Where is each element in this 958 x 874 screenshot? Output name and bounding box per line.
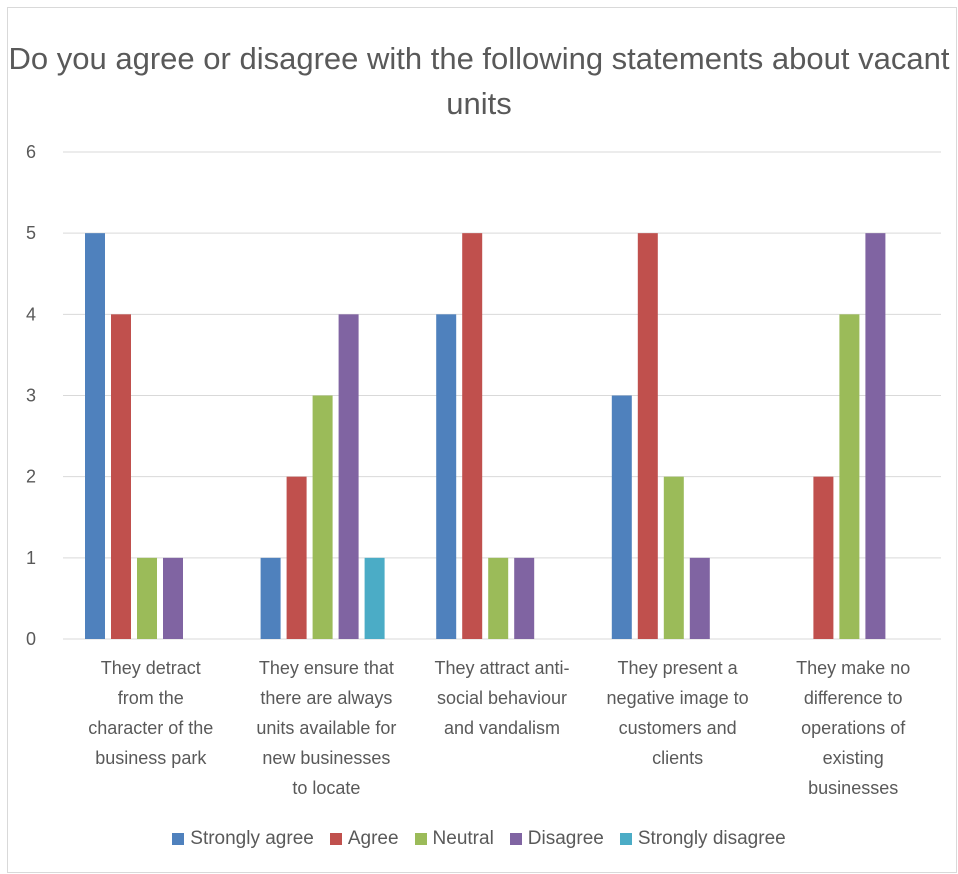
bar-disagree-3 [689, 557, 710, 639]
legend-item: Strongly agree [172, 828, 314, 850]
bar-disagree-0 [163, 557, 183, 639]
legend-label: Strongly agree [190, 828, 314, 849]
y-tick-label: 4 [26, 304, 36, 324]
bar-neutral-2 [488, 557, 509, 639]
bar-agree-2 [462, 233, 483, 639]
category-label: They ensure that there are always units av… [256, 658, 396, 798]
legend-item: Neutral [414, 828, 494, 850]
bars [85, 233, 886, 639]
bar-disagree-4 [865, 233, 886, 639]
bar-strongly-agree-2 [436, 314, 457, 639]
legend-label: Disagree [527, 828, 604, 849]
legend-swatch [172, 833, 185, 845]
bar-neutral-4 [839, 314, 860, 639]
legend-swatch [414, 833, 427, 845]
y-tick-label: 2 [26, 467, 36, 487]
legend-item: Strongly disagree [619, 828, 786, 850]
legend-item: Agree [329, 828, 399, 850]
y-tick-label: 6 [26, 142, 36, 162]
legend-item: Disagree [509, 828, 604, 850]
bar-strongly-agree-1 [260, 557, 281, 639]
bar-neutral-0 [137, 557, 157, 639]
bar-agree-1 [286, 476, 307, 639]
bar-agree-3 [637, 233, 658, 639]
y-axis-ticks: 0 1 2 3 4 5 6 [26, 142, 36, 649]
legend-swatch [329, 833, 342, 845]
bar-neutral-3 [663, 476, 684, 639]
bar-strongly-disagree-1 [364, 557, 385, 639]
bar-strongly-agree-3 [611, 395, 632, 639]
legend-label: Agree [347, 828, 399, 849]
category-label: They attract anti-social behaviour and va… [434, 658, 569, 738]
category-label: They make no difference to operations of ex… [796, 658, 910, 798]
bar-strongly-agree-0 [85, 233, 105, 639]
legend: Strongly agree Agree Neutral Disagree Strong… [0, 828, 958, 850]
legend-label: Strongly disagree [637, 828, 786, 849]
bar-disagree-1 [338, 314, 359, 639]
chart-title-text: Do you agree or disagree with the follow… [8, 41, 950, 121]
legend-swatch [619, 833, 632, 845]
y-tick-label: 3 [26, 386, 36, 406]
bar-agree-4 [813, 476, 834, 639]
bar-disagree-2 [514, 557, 535, 639]
gridlines [63, 151, 941, 640]
legend-swatch [509, 833, 522, 845]
bar-neutral-1 [312, 395, 333, 639]
category-label: They present a negative image to customers… [607, 658, 749, 768]
chart-title: Do you agree or disagree with the follow… [0, 36, 958, 126]
y-tick-label: 5 [26, 223, 36, 243]
category-label: They detract from the character of the busi… [88, 658, 213, 768]
bar-agree-0 [111, 314, 131, 639]
y-tick-label: 0 [26, 629, 36, 649]
category-labels: They detract from the character of the busi… [88, 658, 910, 798]
legend-label: Neutral [432, 828, 494, 849]
y-tick-label: 1 [26, 548, 36, 568]
